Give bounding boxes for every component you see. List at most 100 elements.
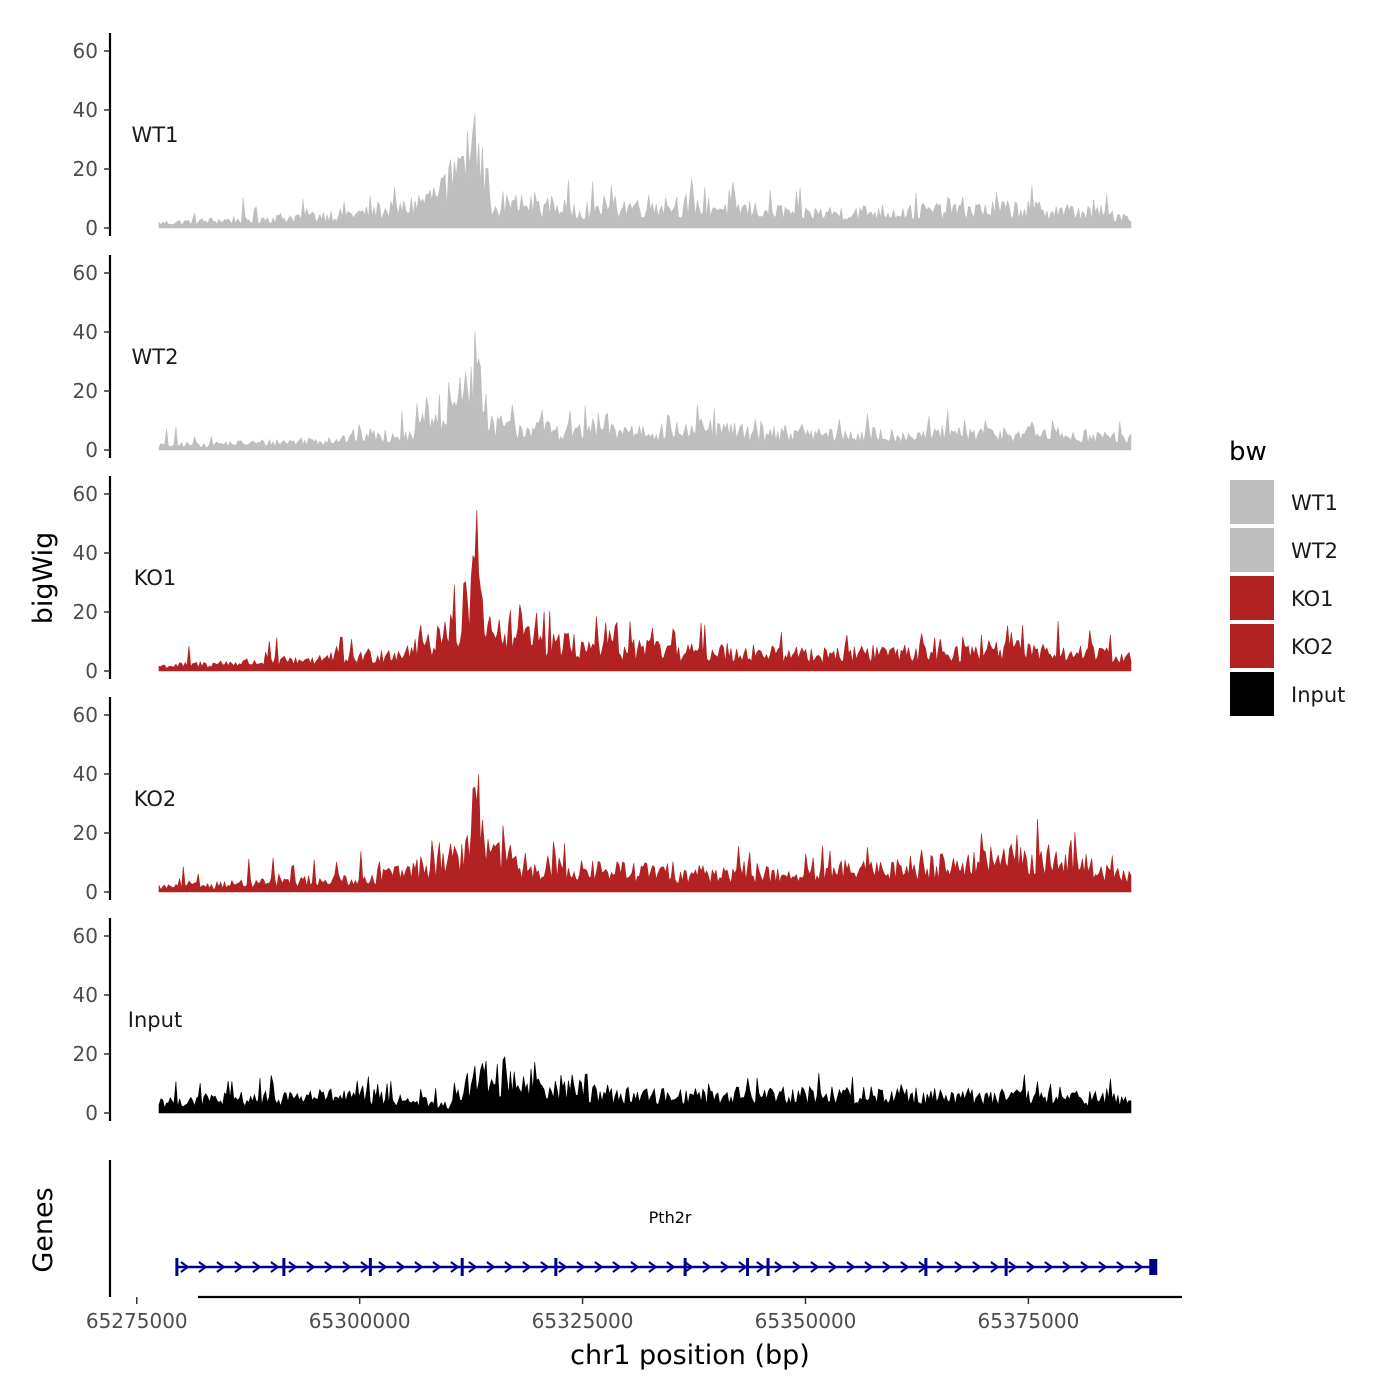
y-tick-label: 60	[73, 703, 98, 727]
y-tick-label: 20	[73, 600, 98, 624]
y-tick-label: 0	[85, 1101, 98, 1125]
strand-chevron	[1116, 1261, 1126, 1273]
legend: bw WT1 WT2 KO1 KO2 Input	[1229, 437, 1345, 716]
exon-mark	[554, 1258, 558, 1276]
legend-label-input: Input	[1291, 683, 1345, 707]
signal-tracks: 0 20 40 60 WT1 0 20 40 60 WT2 0 20 40 60 KO1 0 20 40 60 KO2…	[73, 33, 1132, 1125]
y-tick-label: 60	[73, 924, 98, 948]
strand-chevron	[1044, 1261, 1054, 1273]
strand-chevron	[810, 1261, 820, 1273]
legend-swatch-wt2	[1230, 528, 1274, 572]
strand-chevron	[414, 1261, 424, 1273]
track-panel-input: 0 20 40 60 Input	[73, 918, 1132, 1125]
strand-chevron	[828, 1261, 838, 1273]
y-tick-label: 20	[73, 379, 98, 403]
y-tick-label: 40	[73, 98, 98, 122]
track-panel-ko2: 0 20 40 60 KO2	[73, 697, 1132, 904]
strand-chevron	[1026, 1261, 1036, 1273]
strand-chevron	[360, 1261, 370, 1273]
x-tick-label: 65300000	[309, 1309, 411, 1333]
y-tick-label: 20	[73, 821, 98, 845]
strand-chevron	[450, 1261, 460, 1273]
strand-chevron	[864, 1261, 874, 1273]
y-tick-label: 60	[73, 39, 98, 63]
strand-chevron	[1080, 1261, 1090, 1273]
strand-chevron	[504, 1261, 514, 1273]
strand-chevron	[342, 1261, 352, 1273]
strand-chevron	[1134, 1261, 1144, 1273]
y-tick-label: 0	[85, 216, 98, 240]
strand-chevron	[684, 1261, 694, 1273]
strand-chevron	[900, 1261, 910, 1273]
strand-chevron	[954, 1261, 964, 1273]
legend-swatch-ko2	[1230, 624, 1274, 668]
strand-chevron	[720, 1261, 730, 1273]
track-panel-ko1: 0 20 40 60 KO1	[73, 476, 1132, 683]
exon-mark	[460, 1258, 464, 1276]
strand-chevron	[234, 1261, 244, 1273]
legend-swatch-input	[1230, 672, 1274, 716]
x-tick-label: 65375000	[978, 1309, 1080, 1333]
strand-chevron	[558, 1261, 568, 1273]
strand-chevron	[216, 1261, 226, 1273]
strand-chevron	[180, 1261, 190, 1273]
strand-chevron	[540, 1261, 550, 1273]
strand-chevron	[1098, 1261, 1108, 1273]
exon-mark	[683, 1258, 687, 1276]
exon-mark	[1004, 1258, 1008, 1276]
legend-swatch-ko1	[1230, 576, 1274, 620]
y-tick-label: 20	[73, 1042, 98, 1066]
signal-area-wt1	[158, 113, 1132, 229]
y-tick-label: 60	[73, 261, 98, 285]
exon-mark	[766, 1258, 770, 1276]
strand-chevron	[936, 1261, 946, 1273]
signal-area-ko1	[158, 510, 1132, 672]
track-panel-wt2: 0 20 40 60 WT2	[73, 255, 1132, 462]
strand-chevron	[990, 1261, 1000, 1273]
track-label-wt1: WT1	[132, 123, 179, 147]
strand-chevron	[972, 1261, 982, 1273]
strand-chevron	[198, 1261, 208, 1273]
track-label-ko1: KO1	[134, 566, 177, 590]
strand-chevron	[288, 1261, 298, 1273]
track-panel-wt1: 0 20 40 60 WT1	[73, 33, 1132, 240]
strand-chevron	[486, 1261, 496, 1273]
strand-chevron	[630, 1261, 640, 1273]
signal-area-wt2	[158, 330, 1132, 451]
gene-track: Pth2r	[108, 1160, 1158, 1297]
strand-chevron	[396, 1261, 406, 1273]
strand-chevron	[468, 1261, 478, 1273]
legend-label-wt1: WT1	[1291, 491, 1338, 515]
strand-chevron	[576, 1261, 586, 1273]
exon-mark	[1149, 1259, 1158, 1275]
strand-chevron	[1062, 1261, 1072, 1273]
strand-chevron	[270, 1261, 280, 1273]
track-label-wt2: WT2	[132, 345, 179, 369]
legend-label-ko1: KO1	[1291, 587, 1334, 611]
strand-chevron	[774, 1261, 784, 1273]
x-tick-label: 65350000	[755, 1309, 857, 1333]
strand-chevron	[648, 1261, 658, 1273]
exon-mark	[368, 1258, 372, 1276]
strand-chevron	[738, 1261, 748, 1273]
strand-chevron	[756, 1261, 766, 1273]
x-tick-label: 65275000	[86, 1309, 188, 1333]
legend-label-ko2: KO2	[1291, 635, 1334, 659]
y-tick-label: 40	[73, 762, 98, 786]
exon-mark	[924, 1258, 928, 1276]
track-label-ko2: KO2	[134, 787, 177, 811]
exon-mark	[746, 1258, 750, 1276]
strand-chevron	[378, 1261, 388, 1273]
y-tick-label: 0	[85, 659, 98, 683]
legend-label-wt2: WT2	[1291, 539, 1338, 563]
track-label-input: Input	[128, 1008, 182, 1032]
y-tick-label: 40	[73, 983, 98, 1007]
strand-chevron	[612, 1261, 622, 1273]
y-tick-label: 60	[73, 482, 98, 506]
y-tick-label: 20	[73, 157, 98, 181]
x-axis: 65275000 65300000 65325000 65350000 65375000	[86, 1295, 1182, 1333]
y-axis-title: bigWig	[28, 532, 59, 625]
y-tick-label: 0	[85, 438, 98, 462]
exon-mark	[282, 1258, 286, 1276]
